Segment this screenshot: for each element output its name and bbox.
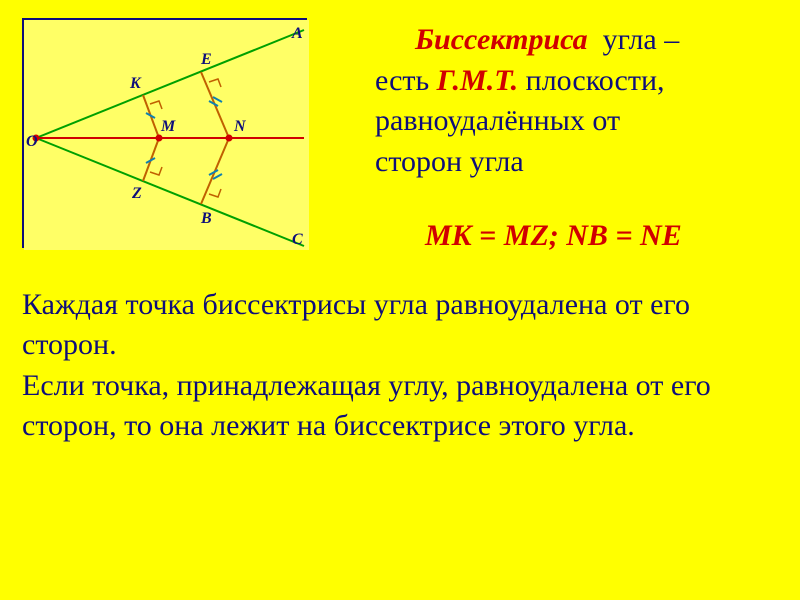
label-M: M — [160, 118, 176, 135]
dot-N — [226, 135, 233, 142]
label-C: C — [292, 231, 303, 248]
top-row: O A C K Z E B M N Биссектриса угла – ест… — [22, 18, 778, 257]
def-line2a: есть — [375, 64, 429, 97]
diagram-container: O A C K Z E B M N — [22, 18, 307, 248]
theorem-p1: Каждая точка биссектрисы угла равноудале… — [22, 285, 778, 366]
theorem-p2: Если точка, принадлежащая углу, равноуда… — [22, 366, 778, 447]
equation-line: MK = MZ; NB = NE — [375, 216, 778, 257]
label-B: B — [200, 210, 212, 227]
label-Z: Z — [131, 185, 142, 202]
def-line2b: плоскости, — [526, 64, 665, 97]
label-E: E — [200, 51, 212, 68]
definition-text: Биссектриса угла – есть Г.М.Т. плоскости… — [325, 18, 778, 257]
theorem-text: Каждая точка биссектрисы угла равноудале… — [22, 285, 778, 447]
slide: O A C K Z E B M N Биссектриса угла – ест… — [0, 0, 800, 600]
def-rest1: угла – — [603, 23, 680, 56]
label-N: N — [233, 118, 247, 135]
diagram-bg — [24, 20, 309, 250]
label-A: A — [291, 25, 303, 42]
gmt: Г.М.Т. — [437, 64, 518, 97]
angle-bisector-diagram: O A C K Z E B M N — [24, 20, 309, 250]
dot-M — [156, 135, 163, 142]
label-K: K — [129, 75, 142, 92]
def-line4: сторон угла — [375, 142, 778, 183]
word-bisector: Биссектриса — [415, 23, 588, 56]
def-line3: равноудалённых от — [375, 101, 778, 142]
label-O: O — [26, 133, 38, 150]
